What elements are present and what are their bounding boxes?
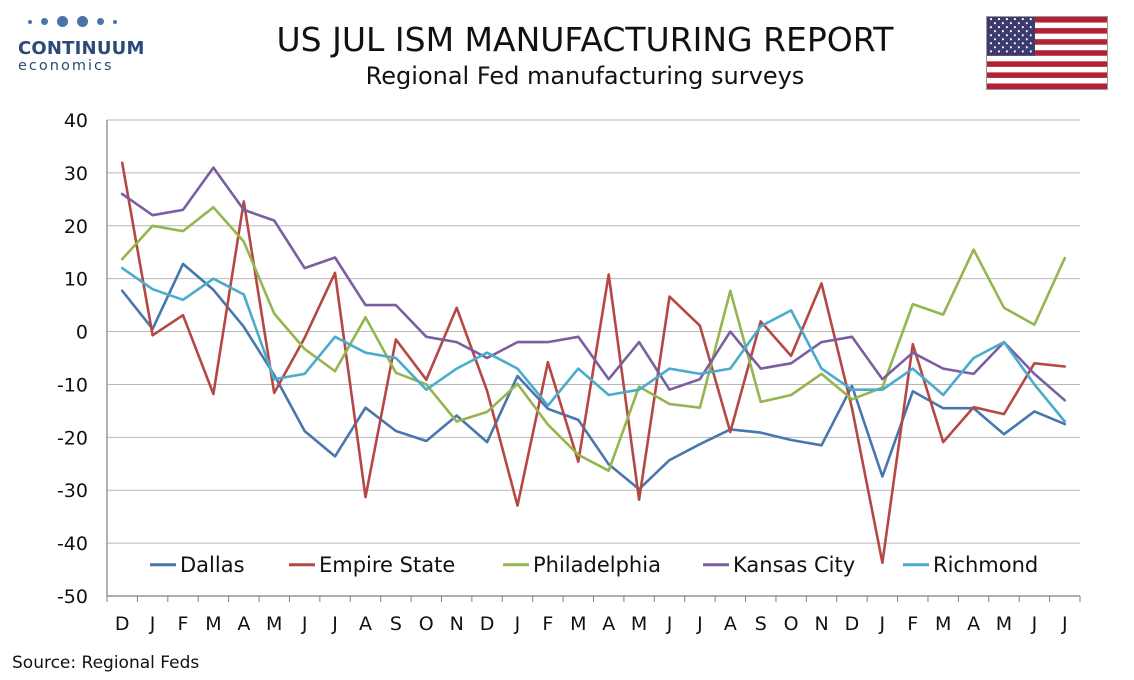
x-tick-label: M bbox=[266, 613, 282, 635]
x-tick-label: S bbox=[390, 613, 402, 635]
x-tick-label: M bbox=[205, 613, 221, 635]
x-tick-label: M bbox=[935, 613, 951, 635]
us-flag-icon bbox=[986, 16, 1108, 90]
y-tick-label: 0 bbox=[76, 322, 88, 344]
y-tick-label: -10 bbox=[57, 374, 88, 396]
source-note: Source: Regional Feds bbox=[12, 653, 200, 673]
x-tick-label: D bbox=[480, 613, 495, 635]
logo: CONTINUUM economics bbox=[12, 14, 144, 74]
x-tick-label: O bbox=[419, 613, 434, 635]
x-tick-label: M bbox=[570, 613, 586, 635]
logo-subtitle: economics bbox=[18, 58, 114, 74]
x-tick-label: N bbox=[814, 613, 828, 635]
x-tick-label: A bbox=[967, 613, 980, 635]
x-tick-label: J bbox=[1031, 613, 1038, 635]
x-tick-label: J bbox=[331, 613, 338, 635]
x-tick-label: N bbox=[450, 613, 464, 635]
x-tick-label: J bbox=[149, 613, 156, 635]
x-tick-label: F bbox=[542, 613, 553, 635]
logo-brand: CONTINUUM bbox=[18, 38, 145, 59]
legend-label: Philadelphia bbox=[533, 553, 661, 577]
x-tick-label: A bbox=[602, 613, 615, 635]
y-tick-label: 30 bbox=[64, 163, 88, 185]
x-tick-label: D bbox=[115, 613, 130, 635]
legend-label: Dallas bbox=[180, 553, 245, 577]
x-tick-label: A bbox=[724, 613, 737, 635]
x-tick-label: J bbox=[879, 613, 886, 635]
series-line-empire-state bbox=[120, 161, 1067, 565]
y-tick-label: -40 bbox=[57, 533, 88, 555]
series-line-kansas-city bbox=[120, 166, 1067, 402]
y-tick-label: -20 bbox=[57, 427, 88, 449]
x-tick-label: F bbox=[178, 613, 189, 635]
x-tick-label: J bbox=[696, 613, 703, 635]
x-tick-label: J bbox=[666, 613, 673, 635]
chart-title: US JUL ISM MANUFACTURING REPORT bbox=[276, 20, 894, 59]
series-line-richmond bbox=[120, 266, 1067, 423]
x-tick-label: J bbox=[301, 613, 308, 635]
y-tick-label: -50 bbox=[57, 586, 88, 608]
y-tick-label: -30 bbox=[57, 480, 88, 502]
y-tick-label: 20 bbox=[64, 216, 88, 238]
series-line-philadelphia bbox=[120, 206, 1067, 473]
y-tick-label: 40 bbox=[64, 110, 88, 132]
x-tick-label: O bbox=[784, 613, 799, 635]
legend-label: Kansas City bbox=[733, 553, 855, 577]
x-tick-label: S bbox=[755, 613, 767, 635]
x-tick-label: A bbox=[359, 613, 372, 635]
x-tick-label: J bbox=[1061, 613, 1068, 635]
x-tick-label: M bbox=[631, 613, 647, 635]
x-tick-label: D bbox=[845, 613, 860, 635]
legend-label: Richmond bbox=[933, 553, 1038, 577]
x-tick-label: M bbox=[996, 613, 1012, 635]
x-tick-label: A bbox=[237, 613, 250, 635]
logo-dots-icon bbox=[28, 16, 117, 27]
chart-subtitle: Regional Fed manufacturing surveys bbox=[365, 62, 805, 90]
x-tick-label: J bbox=[514, 613, 521, 635]
legend-label: Empire State bbox=[319, 553, 455, 577]
x-tick-label: F bbox=[907, 613, 918, 635]
y-tick-label: 10 bbox=[64, 269, 88, 291]
